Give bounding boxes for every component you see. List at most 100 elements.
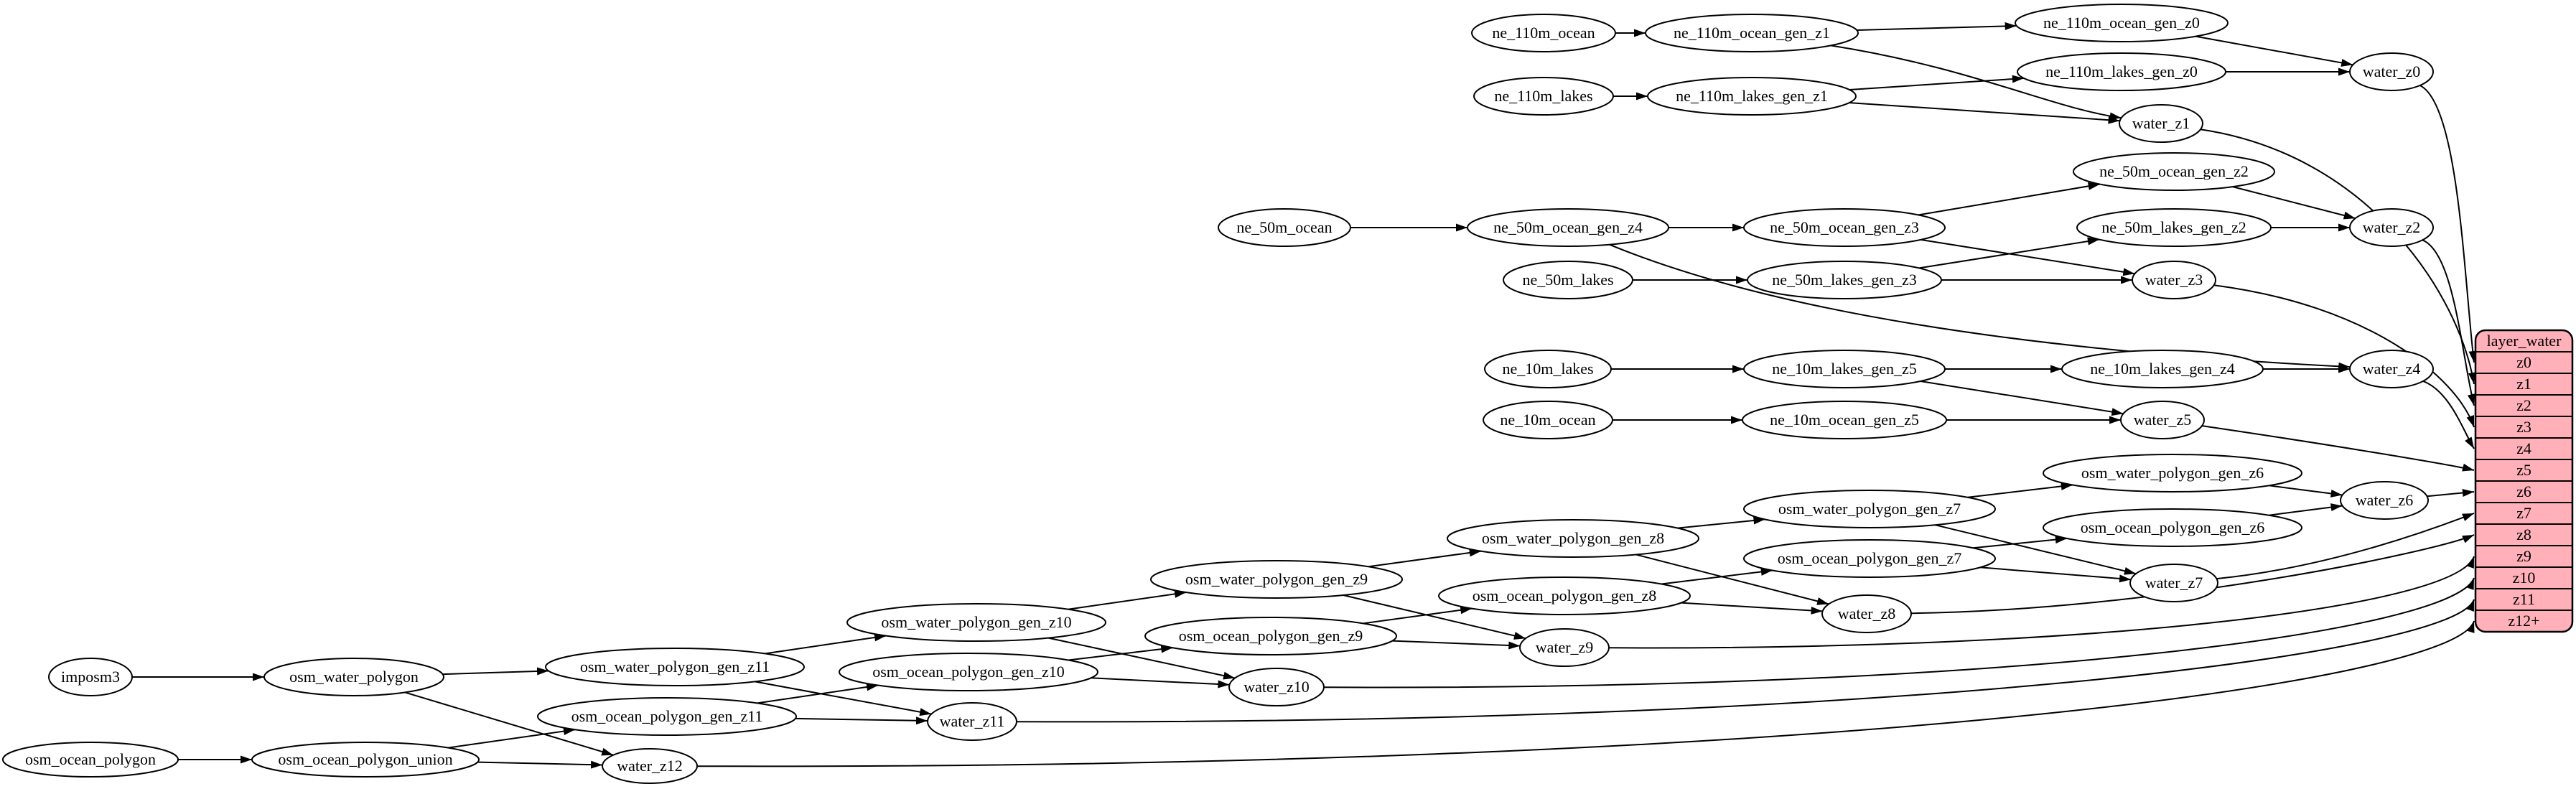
node-ellipse-osm_ocean_polygon bbox=[2, 742, 179, 778]
edge-water_z6-to-layer_water-z6 bbox=[2427, 489, 2475, 498]
node-label-ne_110m_ocean_gen_z1: ne_110m_ocean_gen_z1 bbox=[1674, 24, 1830, 42]
node-label-water_z1: water_z1 bbox=[2132, 114, 2190, 132]
node-ellipse-ne_50m_lakes_gen_z2 bbox=[2076, 208, 2272, 247]
node-label-osm_ocean_polygon_union: osm_ocean_polygon_union bbox=[278, 750, 452, 768]
node-osm_ocean_polygon_gen_z6: osm_ocean_polygon_gen_z6 bbox=[2043, 508, 2302, 547]
node-label-ne_110m_lakes_gen_z1: ne_110m_lakes_gen_z1 bbox=[1676, 87, 1828, 105]
edge-ne_50m_lakes_gen_z3-to-ne_50m_lakes_gen_z2 bbox=[1918, 237, 2100, 269]
edge-osm_ocean_polygon_gen_z9-to-osm_ocean_polygon_gen_z8 bbox=[1363, 606, 1473, 625]
node-ellipse-water_z7 bbox=[2129, 564, 2218, 602]
node-osm_water_polygon: osm_water_polygon bbox=[263, 658, 444, 696]
node-layer: imposm3 osm_water_polygon osm_ocean_polygo… bbox=[2, 4, 2434, 784]
node-ellipse-osm_water_polygon_gen_z10 bbox=[846, 603, 1106, 642]
edge-osm_water_polygon_gen_z9-to-osm_water_polygon_gen_z8 bbox=[1368, 548, 1481, 568]
node-ellipse-ne_50m_ocean_gen_z2 bbox=[2073, 152, 2275, 191]
node-ellipse-ne_10m_lakes bbox=[1484, 350, 1612, 388]
node-ne_50m_ocean_gen_z3: ne_50m_ocean_gen_z3 bbox=[1743, 208, 1946, 247]
edge-osm_water_polygon_gen_z8-to-water_z8 bbox=[1635, 554, 1829, 605]
table-row-z3: z3 bbox=[2516, 418, 2531, 436]
node-ellipse-water_z4 bbox=[2349, 350, 2434, 388]
edge-osm_water_polygon_gen_z10-to-osm_water_polygon_gen_z9 bbox=[1068, 589, 1187, 610]
node-label-water_z11: water_z11 bbox=[940, 712, 1005, 730]
node-ne_10m_lakes_gen_z4: ne_10m_lakes_gen_z4 bbox=[2061, 350, 2264, 388]
edge-osm_water_polygon_gen_z7-to-water_z7 bbox=[1935, 524, 2137, 575]
edge-osm_ocean_polygon_gen_z8-to-osm_ocean_polygon_gen_z7 bbox=[1661, 567, 1773, 585]
node-osm_ocean_polygon_gen_z7: osm_ocean_polygon_gen_z7 bbox=[1743, 539, 1996, 578]
node-ne_10m_ocean: ne_10m_ocean bbox=[1483, 401, 1613, 439]
node-ellipse-water_z1 bbox=[2119, 104, 2203, 143]
node-label-ne_10m_lakes_gen_z4: ne_10m_lakes_gen_z4 bbox=[2090, 360, 2235, 378]
edge-osm_ocean_polygon_gen_z7-to-water_z7 bbox=[1979, 566, 2132, 583]
node-ellipse-ne_50m_ocean_gen_z3 bbox=[1743, 208, 1946, 247]
node-ellipse-osm_ocean_polygon_gen_z7 bbox=[1743, 539, 1996, 578]
node-water_z8: water_z8 bbox=[1821, 594, 1912, 633]
node-ellipse-water_z2 bbox=[2349, 208, 2434, 247]
edge-osm_water_polygon_gen_z9-to-water_z9 bbox=[1343, 594, 1526, 640]
node-ne_110m_lakes_gen_z0: ne_110m_lakes_gen_z0 bbox=[2017, 52, 2226, 91]
node-label-ne_110m_lakes: ne_110m_lakes bbox=[1494, 87, 1592, 105]
edge-water_z9-to-layer_water-z9 bbox=[1608, 556, 2475, 649]
edge-osm_water_polygon-to-osm_water_polygon_gen_z11 bbox=[442, 667, 549, 676]
node-label-water_z7: water_z7 bbox=[2145, 574, 2203, 592]
node-ellipse-ne_110m_ocean bbox=[1471, 14, 1616, 52]
node-ellipse-water_z9 bbox=[1519, 628, 1610, 667]
node-ellipse-ne_50m_ocean bbox=[1218, 208, 1351, 247]
node-osm_water_polygon_gen_z9: osm_water_polygon_gen_z9 bbox=[1150, 560, 1403, 599]
edge-osm_water_polygon_gen_z8-to-osm_water_polygon_gen_z7 bbox=[1677, 516, 1765, 529]
node-label-water_z2: water_z2 bbox=[2363, 218, 2421, 236]
table-row-z8: z8 bbox=[2516, 526, 2531, 543]
node-ellipse-ne_110m_lakes bbox=[1473, 77, 1614, 116]
node-ellipse-ne_110m_lakes_gen_z0 bbox=[2017, 52, 2226, 91]
node-ellipse-ne_10m_lakes_gen_z4 bbox=[2061, 350, 2264, 388]
table-row-z10: z10 bbox=[2513, 569, 2536, 587]
edge-osm_ocean_polygon_gen_z11-to-osm_ocean_polygon_gen_z10 bbox=[757, 683, 879, 704]
node-label-water_z8: water_z8 bbox=[1838, 604, 1896, 622]
edge-osm_ocean_polygon_gen_z10-to-water_z10 bbox=[1091, 677, 1230, 688]
edge-osm_ocean_polygon_union-to-water_z12 bbox=[477, 760, 603, 769]
node-osm_water_polygon_gen_z10: osm_water_polygon_gen_z10 bbox=[846, 603, 1106, 642]
node-label-ne_50m_lakes: ne_50m_lakes bbox=[1522, 271, 1613, 289]
node-water_z0: water_z0 bbox=[2349, 52, 2434, 91]
node-label-osm_water_polygon_gen_z7: osm_water_polygon_gen_z7 bbox=[1778, 500, 1961, 518]
edge-ne_50m_ocean_gen_z3-to-ne_50m_ocean_gen_z2 bbox=[1918, 182, 2100, 216]
edge-osm_ocean_polygon_gen_z8-to-water_z8 bbox=[1681, 602, 1823, 615]
edge-water_z11-to-layer_water-z11 bbox=[1016, 599, 2475, 723]
node-label-ne_10m_ocean_gen_z5: ne_10m_ocean_gen_z5 bbox=[1770, 411, 1919, 429]
node-ellipse-ne_50m_ocean_gen_z4 bbox=[1467, 208, 1669, 247]
node-label-water_z10: water_z10 bbox=[1243, 678, 1310, 696]
edge-osm_water_polygon_gen_z10-to-water_z10 bbox=[1048, 637, 1236, 680]
node-water_z11: water_z11 bbox=[927, 702, 1017, 741]
table-row-z2: z2 bbox=[2516, 396, 2531, 414]
node-label-ne_10m_ocean: ne_10m_ocean bbox=[1500, 411, 1595, 429]
node-ne_110m_lakes: ne_110m_lakes bbox=[1473, 77, 1614, 116]
node-ellipse-water_z3 bbox=[2132, 261, 2216, 299]
node-ellipse-osm_ocean_polygon_gen_z11 bbox=[537, 697, 797, 736]
edge-ne_50m_ocean_gen_z4-to-water_z4 bbox=[1609, 243, 2351, 370]
node-osm_water_polygon_gen_z11: osm_water_polygon_gen_z11 bbox=[545, 648, 805, 686]
node-osm_water_polygon_gen_z7: osm_water_polygon_gen_z7 bbox=[1743, 490, 1996, 528]
table-row-z1: z1 bbox=[2516, 375, 2531, 393]
table-row-z9: z9 bbox=[2516, 547, 2531, 565]
node-label-ne_50m_ocean_gen_z2: ne_50m_ocean_gen_z2 bbox=[2099, 162, 2249, 180]
node-ellipse-osm_ocean_polygon_union bbox=[251, 742, 480, 778]
node-ellipse-imposm3 bbox=[48, 658, 133, 696]
edge-osm_water_polygon_gen_z11-to-water_z11 bbox=[755, 681, 932, 716]
node-label-osm_ocean_polygon_gen_z6: osm_ocean_polygon_gen_z6 bbox=[2081, 518, 2265, 536]
node-ellipse-water_z11 bbox=[927, 702, 1017, 741]
node-osm_ocean_polygon: osm_ocean_polygon bbox=[2, 742, 179, 778]
edge-osm_water_polygon_gen_z6-to-water_z6 bbox=[2269, 485, 2343, 498]
node-ellipse-ne_110m_lakes_gen_z1 bbox=[1647, 77, 1857, 116]
edge-water_z0-to-layer_water-z0 bbox=[2419, 85, 2477, 363]
edge-osm_water_polygon_gen_z7-to-osm_water_polygon_gen_z6 bbox=[1967, 482, 2073, 498]
table-row-z12+: z12+ bbox=[2508, 612, 2539, 630]
node-ne_110m_lakes_gen_z1: ne_110m_lakes_gen_z1 bbox=[1647, 77, 1857, 116]
node-label-water_z6: water_z6 bbox=[2356, 491, 2414, 509]
edge-osm_water_polygon_gen_z11-to-osm_water_polygon_gen_z10 bbox=[765, 633, 887, 655]
node-ne_50m_ocean_gen_z2: ne_50m_ocean_gen_z2 bbox=[2073, 152, 2275, 191]
node-ellipse-osm_water_polygon_gen_z11 bbox=[545, 648, 805, 686]
node-label-osm_water_polygon_gen_z11: osm_water_polygon_gen_z11 bbox=[580, 658, 770, 676]
node-water_z3: water_z3 bbox=[2132, 261, 2216, 299]
node-ellipse-water_z8 bbox=[1821, 594, 1912, 633]
node-ellipse-water_z10 bbox=[1228, 668, 1325, 706]
node-label-osm_ocean_polygon_gen_z7: osm_ocean_polygon_gen_z7 bbox=[1778, 549, 1962, 567]
